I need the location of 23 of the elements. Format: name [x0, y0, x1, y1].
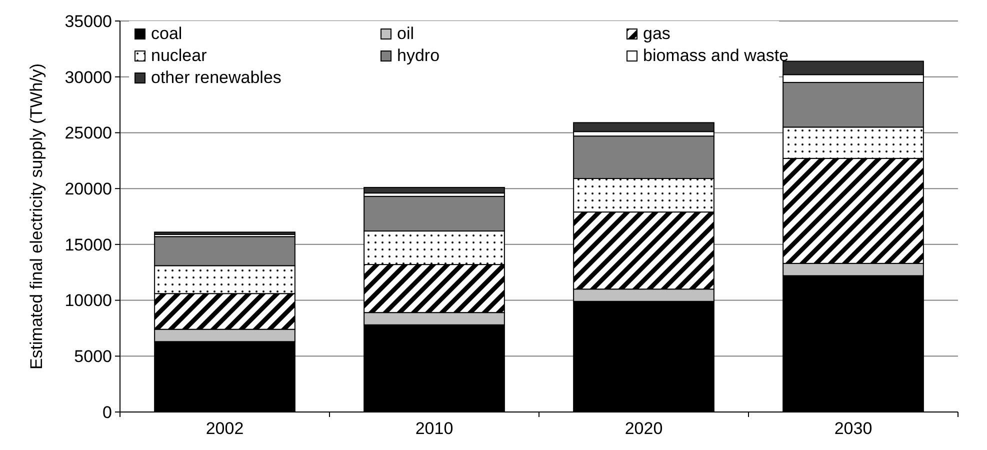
- legend-label: oil: [397, 24, 414, 43]
- bar: [364, 186, 505, 194]
- y-tick-label: 25000: [64, 124, 112, 143]
- legend-label: biomass and waste: [643, 46, 789, 65]
- y-tick-label: 15000: [64, 235, 112, 254]
- y-tick-label: 5000: [74, 347, 112, 366]
- y-tick-label: 10000: [64, 291, 112, 310]
- bar: [154, 232, 296, 235]
- y-tick-label: 20000: [64, 180, 112, 199]
- x-tick-label: 2020: [624, 419, 663, 438]
- legend-label: gas: [643, 24, 670, 43]
- bar: [573, 122, 714, 132]
- legend-label: other renewables: [151, 68, 282, 87]
- y-tick-label: 35000: [64, 12, 112, 31]
- legend-label: hydro: [397, 46, 440, 65]
- x-tick-label: 2030: [834, 419, 872, 438]
- legend-label: coal: [151, 24, 182, 43]
- x-tick-label: 2010: [415, 419, 454, 438]
- x-tick-label: 2002: [206, 419, 244, 438]
- y-tick-label: 0: [102, 402, 112, 422]
- y-tick-label: 30000: [64, 68, 112, 87]
- y-axis-title: Estimated final electricity supply (TWh/y): [27, 63, 46, 370]
- legend-label: nuclear: [151, 46, 208, 65]
